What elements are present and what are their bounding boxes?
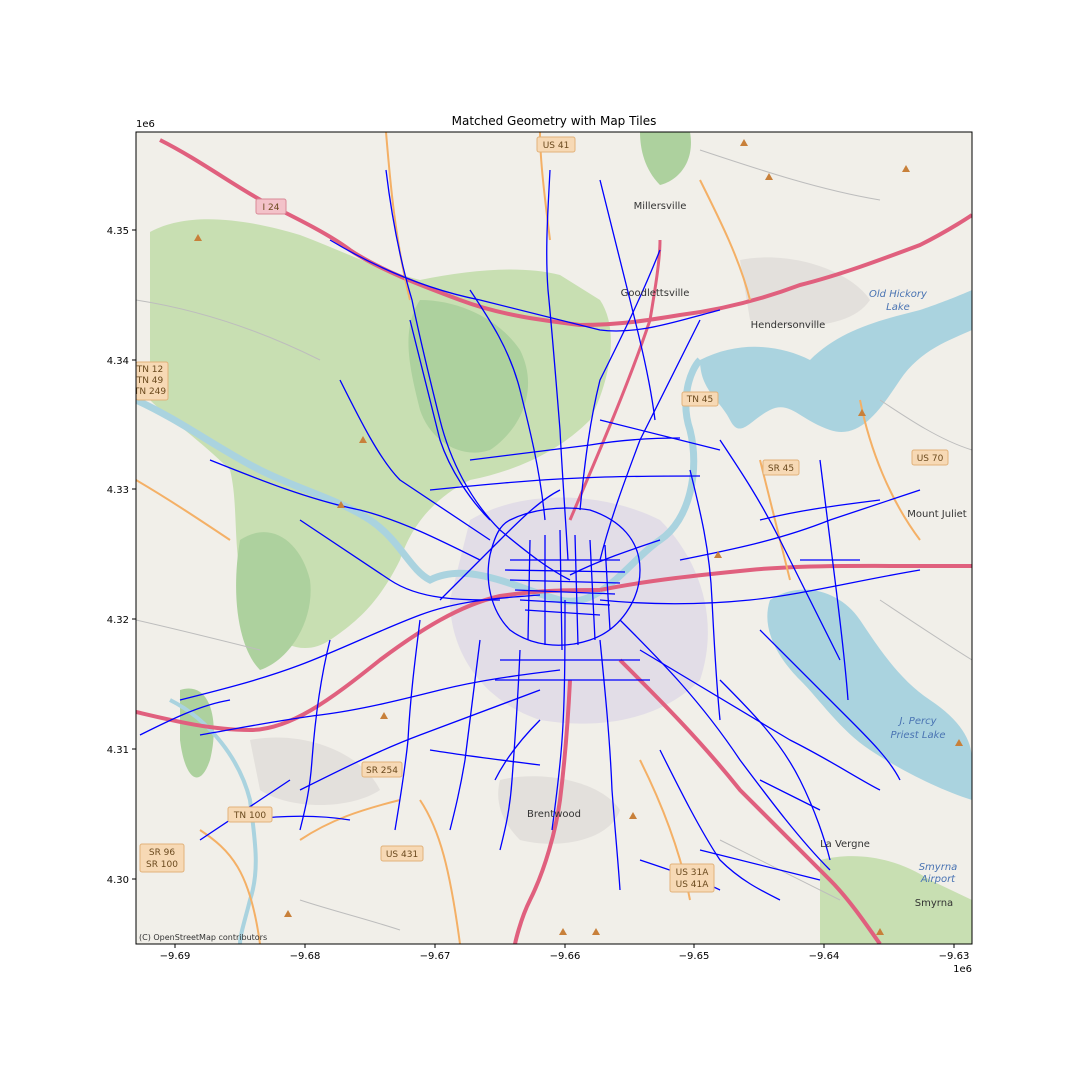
svg-text:Old Hickory: Old Hickory <box>869 289 928 300</box>
x-axis: −9.69 −9.68 −9.67 −9.66 −9.65 −9.64 −9.6… <box>160 944 972 975</box>
svg-text:TN 49: TN 49 <box>136 376 164 386</box>
peak-markers <box>194 139 963 935</box>
x-tick-label: −9.63 <box>939 951 970 962</box>
y-tick-label: 4.35 <box>107 226 129 237</box>
route-shields: US 41 I 24 TN 12 TN 49 TN 249 TN 45 SR 4… <box>133 136 949 893</box>
svg-text:US 431: US 431 <box>386 850 418 860</box>
minor-roads <box>136 149 972 931</box>
svg-text:Lake: Lake <box>886 302 910 313</box>
place-label: Smyrna <box>915 898 953 909</box>
svg-text:Airport: Airport <box>920 874 956 885</box>
shield-us-41: US 41 <box>536 136 576 153</box>
svg-text:Priest Lake: Priest Lake <box>890 730 945 741</box>
svg-text:SR 45: SR 45 <box>768 464 794 474</box>
svg-text:SR 96: SR 96 <box>149 848 176 858</box>
axes-frame <box>135 131 973 945</box>
x-tick-label: −9.69 <box>160 951 191 962</box>
svg-text:I 24: I 24 <box>263 203 280 213</box>
shield-tn-45: TN 45 <box>681 391 719 407</box>
y-tick-label: 4.31 <box>107 745 129 756</box>
x-exponent: 1e6 <box>953 964 972 975</box>
svg-text:US 70: US 70 <box>917 454 944 464</box>
place-label: Hendersonville <box>751 320 826 331</box>
place-labels: Millersville Goodlettsville Hendersonvil… <box>527 201 967 909</box>
svg-text:TN 249: TN 249 <box>133 387 167 397</box>
forest-southeast <box>820 856 972 944</box>
shield-sr-96-100: SR 96 SR 100 <box>139 843 185 873</box>
x-tick-label: −9.67 <box>420 951 451 962</box>
svg-text:TN 100: TN 100 <box>233 811 267 821</box>
x-tick-label: −9.64 <box>809 951 840 962</box>
svg-text:US 41A: US 41A <box>676 880 710 890</box>
harpeth-river <box>169 698 258 944</box>
place-label: Brentwood <box>527 809 581 820</box>
place-label: Millersville <box>634 201 687 212</box>
interstate-24-southeast <box>618 658 882 944</box>
svg-text:SR 100: SR 100 <box>146 860 178 870</box>
svg-text:US 31A: US 31A <box>676 868 710 878</box>
y-axis: 4.35 4.34 4.33 4.32 4.31 4.30 1e6 <box>107 119 155 886</box>
y-tick-label: 4.34 <box>107 356 129 367</box>
svg-text:TN 12: TN 12 <box>136 365 164 375</box>
place-label: Goodlettsville <box>621 288 690 299</box>
interstate-40-east <box>599 563 972 592</box>
y-tick-label: 4.33 <box>107 485 129 496</box>
svg-text:US 41: US 41 <box>543 141 570 151</box>
svg-text:Smyrna: Smyrna <box>919 862 958 873</box>
y-exponent: 1e6 <box>136 119 155 130</box>
shield-tn-100: TN 100 <box>227 806 273 823</box>
forest-northeast <box>640 132 691 185</box>
x-tick-label: −9.68 <box>290 951 321 962</box>
urban-southwest <box>250 737 380 805</box>
place-label: La Vergne <box>820 839 870 850</box>
shield-sr-254: SR 254 <box>361 761 403 778</box>
shield-sr-45: SR 45 <box>762 459 800 476</box>
shield-tn-12-49-249: TN 12 TN 49 TN 249 <box>133 361 169 401</box>
matched-geometry <box>139 169 921 901</box>
map-credit: (C) OpenStreetMap contributors <box>139 933 267 942</box>
map-tiles: Millersville Goodlettsville Hendersonvil… <box>133 132 972 944</box>
shield-i-24: I 24 <box>255 198 287 215</box>
percy-priest-lake <box>767 589 972 800</box>
shield-us-431: US 431 <box>380 845 424 862</box>
y-tick-label: 4.32 <box>107 615 129 626</box>
svg-text:J. Percy: J. Percy <box>897 716 937 727</box>
old-hickory-lake <box>700 290 972 432</box>
forest-west <box>236 532 311 670</box>
plot-title: Matched Geometry with Map Tiles <box>452 114 657 128</box>
x-tick-label: −9.65 <box>679 951 710 962</box>
shield-us-31a-41a: US 31A US 41A <box>669 863 715 893</box>
interstate-65-south <box>513 679 572 944</box>
x-tick-label: −9.66 <box>550 951 581 962</box>
svg-text:SR 254: SR 254 <box>366 766 398 776</box>
y-tick-label: 4.30 <box>107 875 129 886</box>
water-labels: Old Hickory Lake J. Percy Priest Lake Sm… <box>869 289 957 885</box>
cumberland-river <box>136 357 703 605</box>
place-label: Mount Juliet <box>907 509 967 520</box>
svg-text:TN 45: TN 45 <box>686 395 714 405</box>
shield-us-70: US 70 <box>911 449 949 466</box>
